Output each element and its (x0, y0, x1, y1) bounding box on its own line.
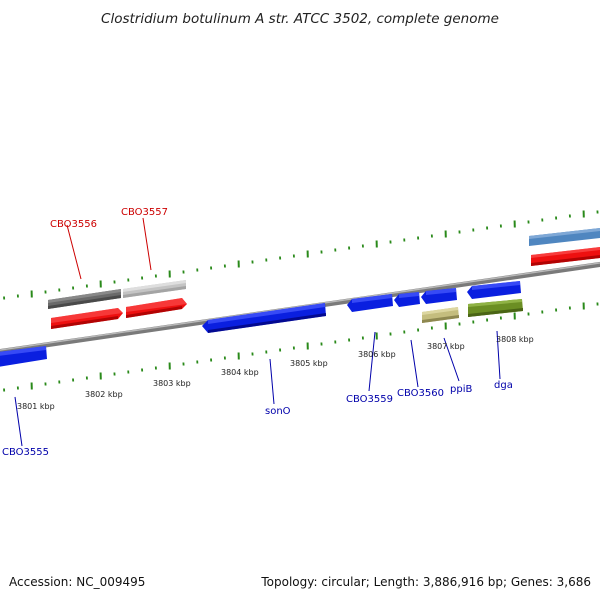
label-cbo3555[interactable]: CBO3555 (2, 447, 49, 458)
gene-cbo3556-gray[interactable] (48, 289, 121, 309)
gene-sono[interactable] (202, 303, 326, 333)
topology-text: Topology: circular; Length: 3,886,916 bp… (260, 575, 591, 589)
kbp-label-3803: 3803 kbp (153, 379, 191, 388)
kbp-label-3802: 3802 kbp (85, 390, 123, 399)
leader-dga (496, 330, 501, 380)
leader-cbo3560 (410, 339, 419, 388)
gene-cbo3557-gray[interactable] (123, 280, 186, 298)
label-cbo3557[interactable]: CBO3557 (121, 207, 168, 218)
label-sono[interactable]: sonO (265, 406, 291, 417)
forward-genes (48, 228, 600, 329)
leader-cbo3559 (368, 331, 376, 392)
label-dga[interactable]: dga (494, 380, 513, 391)
kbp-label-3801: 3801 kbp (17, 402, 55, 411)
leader-ppib (443, 337, 460, 382)
gene-cbo3556[interactable] (51, 308, 123, 329)
gene-cbo3555[interactable] (0, 346, 47, 367)
label-cbo3559[interactable]: CBO3559 (346, 394, 393, 405)
tick-row-upper (3, 210, 599, 300)
kbp-label-3806: 3806 kbp (358, 350, 396, 359)
gene-cbo3560[interactable] (394, 292, 420, 307)
map-title: Clostridium botulinum A str. ATCC 3502, … (101, 11, 499, 27)
gene-ppib[interactable] (422, 307, 459, 323)
gene-labels: CBO3556 CBO3557 CBO3555 sonO CBO3559 CBO… (2, 207, 513, 458)
kbp-label-3807: 3807 kbp (427, 342, 465, 351)
gene-ppib-blue[interactable] (421, 288, 457, 304)
label-ppib[interactable]: ppiB (450, 384, 472, 395)
gene-cbo3557[interactable] (126, 298, 187, 318)
leader-cbo3556 (66, 224, 82, 280)
kbp-label-3808: 3808 kbp (496, 335, 534, 344)
leader-sono (269, 358, 275, 405)
label-cbo3560[interactable]: CBO3560 (397, 388, 444, 399)
scale-labels: 3801 kbp 3802 kbp 3803 kbp 3804 kbp 3805… (17, 335, 534, 411)
gene-dga-blue[interactable] (467, 281, 521, 299)
gene-dga[interactable] (468, 299, 523, 317)
reverse-genes (0, 281, 523, 367)
kbp-label-3804: 3804 kbp (221, 368, 259, 377)
accession-text: Accession: NC_009495 (9, 575, 145, 589)
kbp-label-3805: 3805 kbp (290, 359, 328, 368)
gene-cbo3559[interactable] (347, 294, 393, 312)
gene-right-steelblue[interactable] (529, 228, 600, 246)
label-cbo3556[interactable]: CBO3556 (50, 219, 97, 230)
leader-lines (14, 217, 501, 447)
tick-row-lower (3, 302, 599, 392)
leader-cbo3557 (142, 217, 152, 271)
leader-cbo3555 (14, 396, 23, 447)
gene-right-red[interactable] (531, 247, 600, 266)
